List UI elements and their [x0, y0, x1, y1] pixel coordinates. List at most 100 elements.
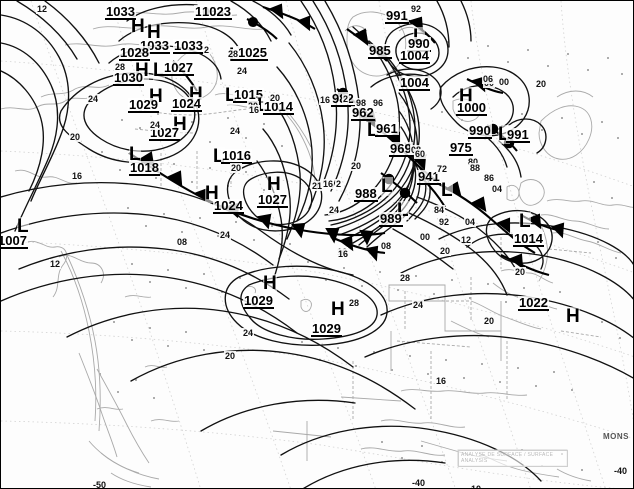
low-pressure-symbol: L: [213, 146, 225, 167]
isobar-label: 28: [348, 298, 361, 308]
isobar-label: 21: [311, 181, 324, 191]
low-pressure-symbol: L: [153, 60, 165, 81]
pressure-value-label: 1016: [221, 148, 252, 164]
pressure-value-label: 1024: [171, 96, 202, 112]
isobar-label: 92: [438, 217, 451, 227]
pressure-value-label: 1018: [129, 160, 160, 176]
isobar-label: 20: [514, 267, 527, 277]
pressure-value-label: 1007: [1, 234, 28, 249]
isobar-label: 80: [467, 157, 480, 167]
isobar-label: 10: [470, 484, 483, 488]
pressure-value-label: 1004: [399, 48, 430, 64]
high-pressure-symbol: H: [566, 306, 580, 327]
pressure-value-label: 991: [506, 127, 530, 143]
isobar-label: 12: [36, 4, 49, 14]
isobar-label: -50: [92, 480, 108, 489]
isobar-label: 60: [414, 149, 427, 159]
isobar-label: 96: [372, 98, 385, 108]
pressure-value-label: 962: [351, 105, 375, 121]
pressure-value-label: 1014: [263, 99, 294, 115]
isobar-label: 16: [337, 249, 350, 259]
isobar-label: 92: [410, 4, 423, 14]
isobar-label: 72: [436, 164, 449, 174]
pressure-value-label: 1023: [201, 4, 232, 20]
isobar-label: 04: [491, 184, 504, 194]
isobar-label: 08: [176, 237, 189, 247]
isobar-label: 12: [49, 259, 62, 269]
low-pressure-symbol: L: [381, 176, 393, 197]
isobar-label: 00: [498, 77, 511, 87]
isobar-label: 98: [355, 98, 368, 108]
isobar-label: 16: [71, 171, 84, 181]
pressure-value-label: 1027: [257, 192, 288, 208]
pressure-value-label: 985: [368, 43, 392, 59]
high-pressure-symbol: H: [267, 174, 281, 195]
isobar-label: 24: [219, 230, 232, 240]
pressure-value-label: 1033: [173, 38, 204, 54]
isobar-label: 2: [335, 179, 343, 189]
isobar-label: 16: [435, 376, 448, 386]
isobar-label: -40: [613, 466, 629, 476]
pressure-value-label: 1015: [233, 87, 264, 103]
isobar-label: -40: [411, 478, 427, 488]
isobar-label: 04: [464, 217, 477, 227]
isobar-label: 20: [269, 93, 282, 103]
low-pressure-symbol: L: [367, 120, 379, 141]
low-pressure-symbol: L: [225, 85, 237, 106]
low-pressure-symbol: L: [498, 124, 510, 145]
high-pressure-symbol: H: [331, 299, 345, 320]
isobar-label: 20: [69, 132, 82, 142]
isobar-label: 28: [114, 62, 127, 72]
isobar-label: 16: [319, 95, 332, 105]
low-pressure-symbol: L: [413, 27, 425, 46]
isobar-label: 24: [229, 126, 242, 136]
isobar-label: 20: [224, 351, 237, 361]
high-pressure-symbol: H: [205, 183, 219, 204]
isobar-label: 20: [230, 163, 243, 173]
pressure-value-label: 961: [375, 121, 399, 137]
legend-text: ANALYSE DE SURFACE / SURFACE ANALYSIS: [458, 450, 568, 467]
isobar-label: 24: [242, 328, 255, 338]
pressure-value-label: 989: [379, 211, 403, 227]
pressure-value-label: 941: [417, 169, 441, 185]
pressure-value-label: 1029: [128, 97, 159, 113]
isobar-label: 28: [399, 273, 412, 283]
isobar-label: 20: [483, 316, 496, 326]
pressure-value-label: 1027: [163, 60, 194, 76]
isobar-label: 24: [328, 205, 341, 215]
pressure-value-label: 1024: [213, 198, 244, 214]
isobar-label: 24: [236, 66, 249, 76]
pressure-value-label: 969: [389, 141, 413, 157]
corner-label: MONS: [603, 432, 629, 441]
pressure-value-label: 1029: [243, 293, 274, 309]
low-pressure-symbol: L: [17, 216, 29, 237]
isobar-label: 84: [433, 205, 446, 215]
isobar-label: 12: [460, 235, 473, 245]
low-pressure-symbol: L: [397, 200, 409, 221]
isobar-label: 86: [483, 173, 496, 183]
pressure-value-label: 1000: [456, 100, 487, 116]
low-pressure-symbol: L: [129, 144, 141, 165]
isobar-label: 24: [149, 120, 162, 130]
isobar-label: 16: [248, 105, 261, 115]
pressure-value-label: 988: [354, 186, 378, 202]
low-pressure-symbol: L: [519, 211, 531, 232]
pressure-value-label: 1033: [105, 4, 136, 20]
low-pressure-symbol: L: [257, 96, 269, 115]
pressure-value-label: 991: [385, 8, 409, 24]
isobar-label: 20: [350, 161, 363, 171]
isobar-label: 24: [412, 300, 425, 310]
cold-fronts: [128, 3, 565, 277]
pressure-value-label: 1022: [518, 295, 549, 311]
pressure-value-label: 1004: [399, 75, 430, 91]
isobar-label: 2: [342, 94, 350, 104]
pressure-value-label: 1029: [311, 321, 342, 337]
high-pressure-symbol: H: [263, 273, 277, 294]
isobar-label: 28: [227, 49, 240, 59]
isobar-label: 24: [87, 94, 100, 104]
pressure-value-label: 975: [449, 140, 473, 156]
isobar-label: 88: [469, 163, 482, 173]
low-pressure-symbol: L: [441, 180, 453, 201]
